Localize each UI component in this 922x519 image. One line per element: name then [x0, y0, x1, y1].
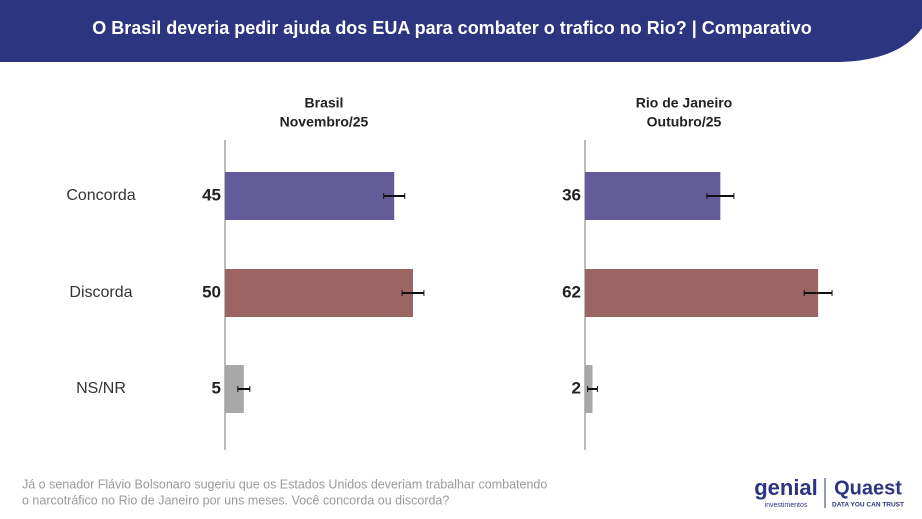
logo-quaest: Quaest [834, 477, 902, 499]
logo-genial: genial [754, 475, 818, 500]
question-line: Já o senador Flávio Bolsonaro sugeriu qu… [22, 477, 547, 491]
bar [585, 269, 819, 317]
page-title: O Brasil deveria pedir ajuda dos EUA par… [92, 18, 812, 38]
category-label: NS/NR [76, 380, 126, 397]
bar [585, 172, 721, 220]
header-band [0, 0, 922, 62]
panel-title: Brasil [305, 95, 344, 111]
category-label: Concorda [66, 187, 135, 204]
panel-title: Rio de Janeiro [636, 95, 732, 111]
bar [225, 269, 413, 317]
value-label: 45 [202, 185, 221, 204]
bar [225, 172, 395, 220]
value-label: 62 [562, 282, 581, 301]
category-label: Discorda [69, 284, 132, 301]
bar [225, 365, 244, 413]
logo-quaest-sub: DATA YOU CAN TRUST [832, 502, 904, 509]
panel-title: Outubro/25 [647, 114, 722, 130]
value-label: 2 [572, 378, 581, 397]
question-line: o narcotráfico no Rio de Janeiro por uns… [22, 493, 449, 507]
panel-title: Novembro/25 [280, 114, 369, 130]
value-label: 5 [212, 378, 221, 397]
logo-genial-sub: investimentos [765, 502, 808, 509]
value-label: 50 [202, 282, 221, 301]
value-label: 36 [562, 185, 581, 204]
